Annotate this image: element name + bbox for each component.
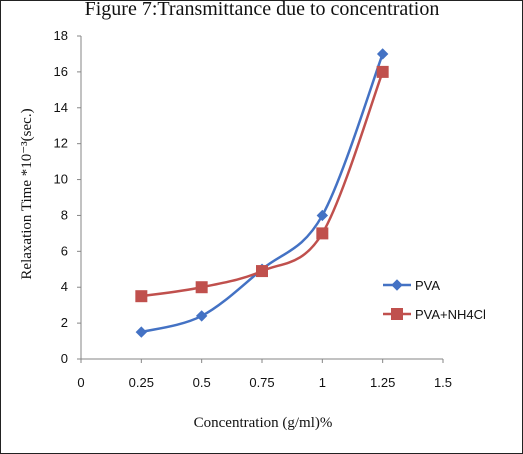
series-line: [141, 71, 384, 298]
legend-label: PVA+NH4Cl: [415, 307, 486, 322]
y-tick-label: 6: [61, 243, 68, 258]
x-tick-label: 1.25: [370, 375, 395, 390]
y-tick-label: 8: [61, 207, 68, 222]
y-axis-title: Relaxation Time *10⁻³(sec.): [19, 108, 35, 279]
y-tick-label: 14: [54, 100, 68, 115]
data-point: [376, 48, 389, 60]
data-point: [135, 326, 148, 338]
x-tick-label: 1.5: [434, 375, 452, 390]
series-0: [135, 48, 389, 338]
figure-caption: Figure 7:Transmittance due to concentrat…: [85, 1, 440, 20]
data-point: [376, 65, 389, 78]
x-tick-label: 0: [77, 375, 84, 390]
y-tick-label: 16: [54, 64, 68, 79]
y-tick-label: 2: [61, 315, 68, 330]
x-tick-label: 0.75: [249, 375, 274, 390]
legend-marker: [391, 279, 403, 291]
y-tick-label: 12: [54, 136, 68, 151]
x-tick-label: 0.25: [129, 375, 154, 390]
x-axis-title: Concentration (g/ml)%: [194, 415, 333, 431]
series-line: [141, 53, 384, 334]
legend-label: PVA: [415, 278, 440, 293]
y-tick-label: 0: [61, 351, 68, 366]
y-axis-ticks: 0 2 4 6 8 10 12 14 16 18: [54, 28, 81, 366]
series-1: [135, 65, 389, 303]
data-point: [316, 227, 329, 240]
legend-item: PVA: [383, 278, 440, 293]
data-point: [256, 265, 268, 278]
data-point: [135, 290, 148, 303]
data-point: [195, 310, 208, 322]
x-tick-label: 0.5: [193, 375, 211, 390]
x-axis-ticks: 0 0.25 0.5 0.75 1 1.25 1.5: [77, 359, 452, 390]
x-tick-label: 1: [319, 375, 326, 390]
series-group: [135, 48, 389, 338]
data-point: [316, 209, 329, 222]
data-point: [195, 281, 208, 294]
legend-item: PVA+NH4Cl: [383, 307, 486, 322]
y-tick-label: 10: [54, 172, 68, 187]
legend-marker: [391, 308, 403, 320]
legend: PVA PVA+NH4Cl: [383, 278, 486, 322]
y-tick-label: 4: [61, 279, 68, 294]
y-tick-label: 18: [54, 28, 68, 43]
